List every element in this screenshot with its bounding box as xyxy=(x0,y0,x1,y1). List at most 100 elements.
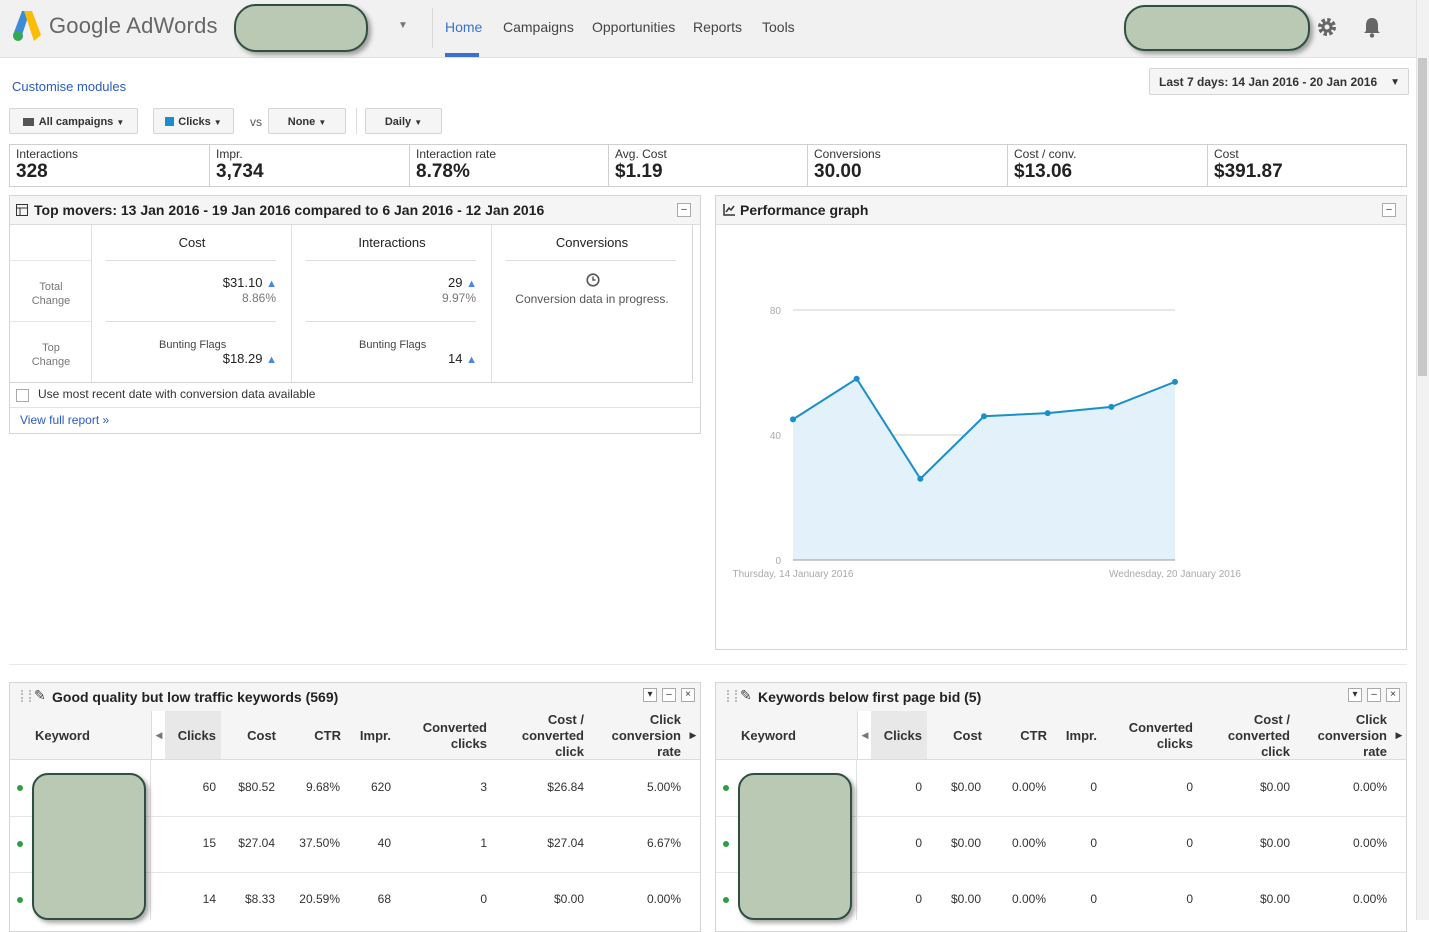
col-ctr[interactable]: CTR xyxy=(314,728,341,743)
close-icon[interactable]: × xyxy=(681,688,695,702)
col-impr[interactable]: Impr. xyxy=(1065,728,1097,743)
col-cost[interactable]: Cost xyxy=(247,728,276,743)
summary-stats-bar: Interactions 328 Impr. 3,734 Interaction r… xyxy=(9,144,1407,187)
stat-conversions[interactable]: Conversions 30.00 xyxy=(808,145,1008,186)
nav-tools[interactable]: Tools xyxy=(762,19,795,35)
stat-interaction-rate[interactable]: Interaction rate 8.78% xyxy=(410,145,609,186)
drag-handle-icon[interactable] xyxy=(727,690,737,702)
cell-cost: $80.52 xyxy=(238,780,275,794)
col-cost[interactable]: Cost xyxy=(953,728,982,743)
user-account-redacted[interactable] xyxy=(1124,5,1310,51)
performance-graph-panel: Performance graph – 0 40 80 Thursday, 14 Ja… xyxy=(715,195,1407,650)
header-divider xyxy=(432,8,433,48)
col-cost-per-converted-click[interactable]: Cost / converted click xyxy=(499,712,584,760)
close-icon[interactable]: × xyxy=(1386,688,1400,702)
data-point[interactable] xyxy=(1172,378,1178,385)
options-dropdown-icon[interactable]: ▾ xyxy=(1348,688,1362,702)
col-keyword[interactable]: Keyword xyxy=(35,728,90,743)
stat-value: $391.87 xyxy=(1214,161,1283,182)
nav-home[interactable]: Home xyxy=(445,19,483,35)
notifications-bell-icon[interactable] xyxy=(1362,16,1382,38)
stat-value: 30.00 xyxy=(814,161,862,182)
folder-icon xyxy=(22,118,34,126)
gear-icon[interactable] xyxy=(1316,16,1338,38)
drag-handle-icon[interactable] xyxy=(21,690,31,702)
row-divider xyxy=(716,872,1406,873)
logo-text[interactable]: Google AdWords xyxy=(49,13,218,38)
account-selector-redacted[interactable] xyxy=(234,4,368,52)
keywords-redacted xyxy=(32,773,146,920)
data-point[interactable] xyxy=(1044,410,1051,417)
date-range-selector[interactable]: Last 7 days: 14 Jan 2016 - 20 Jan 2016 ▼ xyxy=(1149,68,1409,95)
scroll-right-icon[interactable]: ▶ xyxy=(1395,730,1403,740)
options-dropdown-icon[interactable]: ▾ xyxy=(643,688,657,702)
performance-chart[interactable]: 0 40 80 Thursday, 14 January 2016 Wednesday,… xyxy=(716,225,1406,649)
metric-clicks-button[interactable]: Clicks ▼ xyxy=(153,108,234,134)
scrollbar-thumb[interactable] xyxy=(1418,58,1427,376)
stat-label: Interactions xyxy=(16,147,79,161)
label-line: Change xyxy=(31,356,71,368)
period-daily-button[interactable]: Daily ▼ xyxy=(365,108,442,134)
value: $18.29 xyxy=(222,351,263,366)
col-impr[interactable]: Impr. xyxy=(359,728,391,743)
data-point[interactable] xyxy=(1108,403,1115,410)
minimize-icon[interactable]: – xyxy=(1367,688,1381,702)
col-converted-clicks[interactable]: Converted clicks xyxy=(399,720,487,752)
minimize-icon[interactable]: – xyxy=(677,203,691,217)
keyword-column-divider xyxy=(150,759,151,920)
col-cost-per-converted-click[interactable]: Cost / converted click xyxy=(1205,712,1290,760)
account-dropdown-icon[interactable]: ▼ xyxy=(398,20,408,31)
minimize-icon[interactable]: – xyxy=(662,688,676,702)
top-movers-title: Top movers: 13 Jan 2016 - 19 Jan 2016 co… xyxy=(34,202,545,218)
low-traffic-header: ✎ Good quality but low traffic keywords … xyxy=(10,683,700,712)
scroll-right-icon[interactable]: ▶ xyxy=(689,730,697,740)
cell-conv-rate: 0.00% xyxy=(1352,780,1387,794)
row-divider xyxy=(106,260,276,261)
col-ctr[interactable]: CTR xyxy=(1020,728,1047,743)
col-keyword[interactable]: Keyword xyxy=(741,728,796,743)
col-clicks[interactable]: Clicks xyxy=(177,728,216,743)
adwords-logo-icon[interactable] xyxy=(13,11,41,41)
compare-metric-label: None xyxy=(287,116,316,128)
compare-metric-button[interactable]: None ▼ xyxy=(268,108,346,134)
nav-reports[interactable]: Reports xyxy=(693,19,743,35)
cell-clicks: 0 xyxy=(915,780,922,794)
stat-avg-cost[interactable]: Avg. Cost $1.19 xyxy=(609,145,808,186)
minimize-icon[interactable]: – xyxy=(1382,203,1396,217)
nav-campaigns[interactable]: Campaigns xyxy=(503,19,574,35)
col-clicks[interactable]: Clicks xyxy=(883,728,922,743)
header-line: clicks xyxy=(1156,736,1193,751)
cell-ctr: 0.00% xyxy=(1011,780,1046,794)
stat-value: $13.06 xyxy=(1014,161,1073,182)
stat-cost-per-conv[interactable]: Cost / conv. $13.06 xyxy=(1008,145,1208,186)
col-click-conversion-rate[interactable]: Click conversion rate xyxy=(589,712,681,760)
cost-top-keyword: Bunting Flags xyxy=(159,339,227,351)
stat-impressions[interactable]: Impr. 3,734 xyxy=(210,145,410,186)
stat-interactions[interactable]: Interactions 328 xyxy=(10,145,210,186)
cell-conv-rate: 0.00% xyxy=(1352,836,1387,850)
nav-opportunities[interactable]: Opportunities xyxy=(592,19,676,35)
view-full-report-link[interactable]: View full report » xyxy=(20,413,110,427)
pencil-icon: ✎ xyxy=(34,687,46,703)
top-change-label: Top Change xyxy=(10,341,92,369)
all-campaigns-button[interactable]: All campaigns ▼ xyxy=(9,108,138,134)
col-click-conversion-rate[interactable]: Click conversion rate xyxy=(1295,712,1387,760)
cell-impr: 0 xyxy=(1090,892,1097,906)
customise-modules-link[interactable]: Customise modules xyxy=(12,79,127,94)
data-point[interactable] xyxy=(981,413,987,420)
cell-cost: $0.00 xyxy=(950,836,981,850)
header-line: click xyxy=(1261,744,1290,759)
cell-impr: 620 xyxy=(370,780,391,794)
data-point[interactable] xyxy=(917,475,924,482)
y-tick-label: 40 xyxy=(770,431,782,442)
keyword-column-divider xyxy=(856,759,857,920)
cell-cost: $8.33 xyxy=(244,892,275,906)
series-area xyxy=(793,378,1175,560)
data-point[interactable] xyxy=(790,416,796,423)
col-converted-clicks[interactable]: Converted clicks xyxy=(1105,720,1193,752)
recent-date-checkbox[interactable] xyxy=(16,389,29,402)
footer-divider xyxy=(10,407,700,408)
data-point[interactable] xyxy=(853,375,860,382)
cell-converted-clicks: 3 xyxy=(480,780,487,794)
stat-cost[interactable]: Cost $391.87 xyxy=(1208,145,1406,186)
